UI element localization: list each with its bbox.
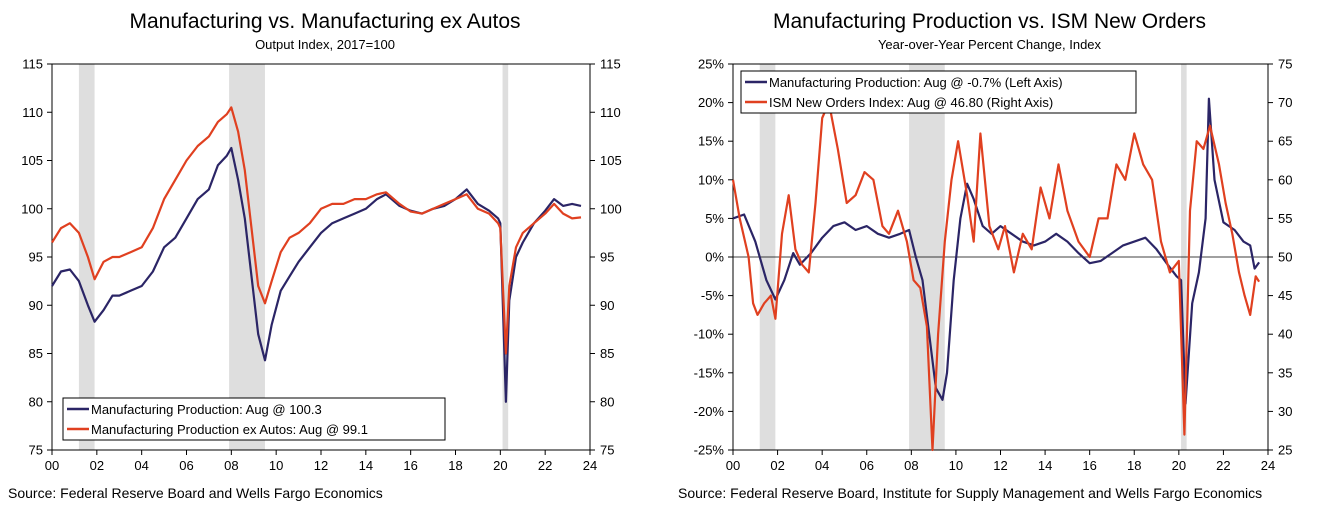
x-tick-label: 04 bbox=[815, 458, 829, 473]
y-left-tick-label: -10% bbox=[694, 327, 725, 342]
y-right-tick-label: 75 bbox=[1278, 57, 1292, 72]
chart-right: Manufacturing Production vs. ISM New Ord… bbox=[660, 0, 1319, 524]
legend-label: Manufacturing Production ex Autos: Aug @… bbox=[91, 422, 368, 437]
y-right-tick-label: 35 bbox=[1278, 365, 1292, 380]
y-left-tick-label: 20% bbox=[698, 95, 724, 110]
legend: Manufacturing Production: Aug @ -0.7% (L… bbox=[740, 70, 1137, 114]
x-tick-label: 02 bbox=[770, 458, 784, 473]
y-left-tick-label: 90 bbox=[29, 298, 43, 313]
x-tick-label: 12 bbox=[314, 458, 328, 473]
chart-subtitle: Year-over-Year Percent Change, Index bbox=[877, 37, 1102, 52]
y-right-tick-label: 75 bbox=[600, 443, 614, 458]
x-tick-label: 22 bbox=[538, 458, 552, 473]
x-tick-label: 20 bbox=[1172, 458, 1186, 473]
chart-plot: 75 80 85 90 95 100 105 110 115 75 80 85 90 95 100 105 11… bbox=[21, 57, 622, 474]
y-left-tick-label: 80 bbox=[29, 394, 43, 409]
y-right-tick-label: 30 bbox=[1278, 404, 1292, 419]
y-right-tick-label: 110 bbox=[600, 105, 621, 120]
y-left-tick-label: 75 bbox=[29, 443, 43, 458]
chart-title: Manufacturing vs. Manufacturing ex Autos bbox=[129, 10, 521, 33]
y-right-tick-label: 100 bbox=[600, 201, 622, 216]
series-line-2 bbox=[731, 101, 1261, 452]
y-right-tick-label: 45 bbox=[1278, 288, 1292, 303]
x-tick-label: 22 bbox=[1216, 458, 1230, 473]
x-tick-label: 24 bbox=[583, 458, 597, 473]
chart-subtitle: Output Index, 2017=100 bbox=[255, 37, 395, 52]
x-tick-label: 08 bbox=[904, 458, 918, 473]
y-right-tick-label: 50 bbox=[1278, 250, 1292, 265]
y-right-tick-label: 60 bbox=[1278, 172, 1292, 187]
x-tick-label: 08 bbox=[224, 458, 238, 473]
x-tick-label: 20 bbox=[493, 458, 507, 473]
x-tick-label: 04 bbox=[134, 458, 148, 473]
y-left-tick-label: 105 bbox=[21, 153, 43, 168]
recession-band bbox=[229, 64, 265, 450]
legend: Manufacturing Production: Aug @ 100.3 Man… bbox=[62, 397, 446, 441]
legend-label: Manufacturing Production: Aug @ -0.7% (L… bbox=[769, 75, 1063, 90]
y-left-tick-label: 25% bbox=[698, 57, 724, 72]
x-tick-label: 10 bbox=[269, 458, 283, 473]
x-tick-label: 18 bbox=[1127, 458, 1141, 473]
legend-label: ISM New Orders Index: Aug @ 46.80 (Right… bbox=[769, 95, 1053, 110]
y-right-tick-label: 55 bbox=[1278, 211, 1292, 226]
y-left-tick-label: -20% bbox=[694, 404, 725, 419]
chart-plot: -25% -20% -15% -10% -5% 0% 5% 10% 15% 20% 25% 25 30 3… bbox=[694, 57, 1293, 474]
y-left-tick-label: -5% bbox=[701, 288, 725, 303]
y-right-tick-label: 80 bbox=[600, 394, 614, 409]
y-right-tick-label: 70 bbox=[1278, 95, 1292, 110]
chart-source: Source: Federal Reserve Board, Institute… bbox=[678, 485, 1263, 501]
y-left-tick-label: 15% bbox=[698, 134, 724, 149]
y-left-tick-label: 5% bbox=[705, 211, 724, 226]
recession-band bbox=[502, 64, 509, 450]
y-right-tick-label: 25 bbox=[1278, 443, 1292, 458]
x-tick-label: 00 bbox=[45, 458, 59, 473]
x-tick-label: 16 bbox=[403, 458, 417, 473]
chart-left: Manufacturing vs. Manufacturing ex Autos… bbox=[0, 0, 650, 524]
y-left-tick-label: -25% bbox=[694, 443, 725, 458]
y-left-tick-label: 10% bbox=[698, 172, 724, 187]
legend-box bbox=[740, 70, 1137, 114]
y-right-tick-label: 105 bbox=[600, 153, 622, 168]
x-tick-label: 00 bbox=[726, 458, 740, 473]
y-left-tick-label: 115 bbox=[22, 57, 43, 72]
legend-label: Manufacturing Production: Aug @ 100.3 bbox=[91, 402, 322, 417]
x-tick-label: 06 bbox=[860, 458, 874, 473]
x-tick-label: 06 bbox=[179, 458, 193, 473]
x-tick-label: 14 bbox=[1038, 458, 1052, 473]
y-right-tick-label: 90 bbox=[600, 298, 614, 313]
y-right-tick-label: 115 bbox=[600, 57, 621, 72]
x-tick-label: 24 bbox=[1261, 458, 1275, 473]
y-left-tick-label: 95 bbox=[29, 250, 43, 265]
y-right-tick-label: 95 bbox=[600, 250, 614, 265]
legend-box bbox=[62, 397, 446, 441]
y-left-tick-label: 100 bbox=[21, 201, 43, 216]
chart-source: Source: Federal Reserve Board and Wells … bbox=[8, 485, 383, 501]
y-right-tick-label: 85 bbox=[600, 346, 614, 361]
x-tick-label: 12 bbox=[993, 458, 1007, 473]
y-left-tick-label: 85 bbox=[29, 346, 43, 361]
chart-title: Manufacturing Production vs. ISM New Ord… bbox=[772, 10, 1206, 33]
plot-frame bbox=[51, 63, 591, 451]
y-left-tick-label: -15% bbox=[694, 365, 725, 380]
x-tick-label: 16 bbox=[1082, 458, 1096, 473]
series-line-1 bbox=[732, 97, 1260, 405]
y-right-tick-label: 40 bbox=[1278, 327, 1292, 342]
x-tick-label: 14 bbox=[359, 458, 373, 473]
series-line-2 bbox=[51, 106, 582, 355]
y-left-tick-label: 110 bbox=[22, 105, 43, 120]
x-tick-label: 10 bbox=[949, 458, 963, 473]
y-right-tick-label: 65 bbox=[1278, 134, 1292, 149]
x-tick-label: 18 bbox=[448, 458, 462, 473]
y-left-tick-label: 0% bbox=[705, 250, 724, 265]
x-tick-label: 02 bbox=[90, 458, 104, 473]
